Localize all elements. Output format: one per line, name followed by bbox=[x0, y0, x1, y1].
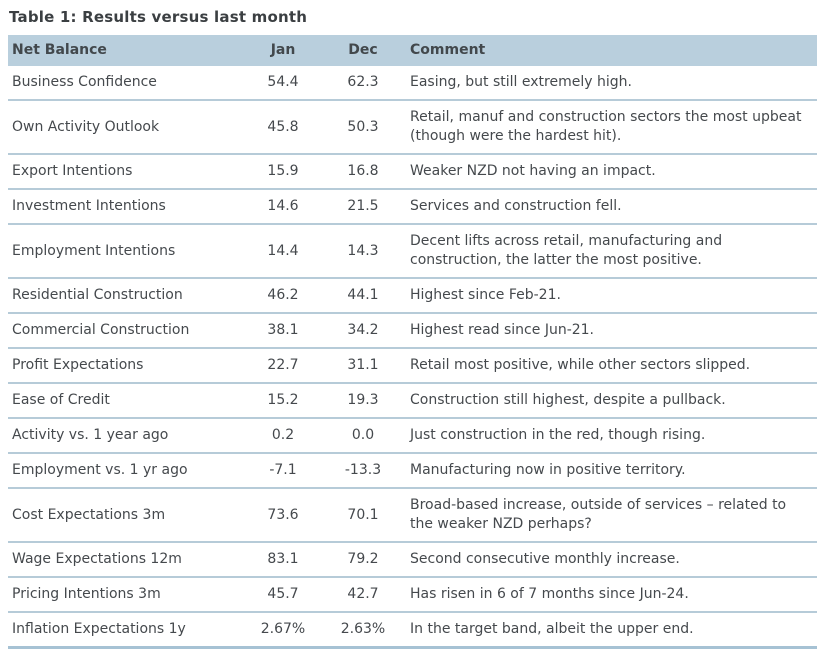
row-indicator-name: Activity vs. 1 year ago bbox=[8, 418, 246, 454]
row-comment: Retail, manuf and construction sectors t… bbox=[406, 100, 817, 155]
row-dec-value: 16.8 bbox=[320, 154, 406, 190]
row-dec-value: 19.3 bbox=[320, 383, 406, 419]
row-comment: Highest read since Jun-21. bbox=[406, 313, 817, 349]
table-row: Activity vs. 1 year ago 0.2 0.0 Just con… bbox=[8, 418, 817, 454]
col-header-dec: Dec bbox=[320, 35, 406, 66]
table-row: Profit Expectations 22.7 31.1 Retail mos… bbox=[8, 348, 817, 384]
row-indicator-name: Ease of Credit bbox=[8, 383, 246, 419]
col-header-jan: Jan bbox=[246, 35, 320, 66]
row-dec-value: 2.63% bbox=[320, 612, 406, 649]
table-body: Business Confidence 54.4 62.3 Easing, bu… bbox=[8, 66, 817, 649]
table-row: Export Intentions 15.9 16.8 Weaker NZD n… bbox=[8, 154, 817, 190]
row-jan-value: 38.1 bbox=[246, 313, 320, 349]
row-dec-value: -13.3 bbox=[320, 453, 406, 489]
table-row: Investment Intentions 14.6 21.5 Services… bbox=[8, 189, 817, 225]
row-comment: Services and construction fell. bbox=[406, 189, 817, 225]
col-header-net-balance: Net Balance bbox=[8, 35, 246, 66]
table-row: Employment Intentions 14.4 14.3 Decent l… bbox=[8, 224, 817, 279]
row-indicator-name: Business Confidence bbox=[8, 66, 246, 101]
row-comment: In the target band, albeit the upper end… bbox=[406, 612, 817, 649]
table-row: Own Activity Outlook 45.8 50.3 Retail, m… bbox=[8, 100, 817, 155]
row-dec-value: 31.1 bbox=[320, 348, 406, 384]
row-jan-value: 22.7 bbox=[246, 348, 320, 384]
row-jan-value: 0.2 bbox=[246, 418, 320, 454]
row-jan-value: 15.9 bbox=[246, 154, 320, 190]
row-indicator-name: Inflation Expectations 1y bbox=[8, 612, 246, 649]
row-comment: Retail most positive, while other sector… bbox=[406, 348, 817, 384]
table-title: Table 1: Results versus last month bbox=[9, 8, 308, 26]
row-dec-value: 0.0 bbox=[320, 418, 406, 454]
row-indicator-name: Employment Intentions bbox=[8, 224, 246, 279]
row-indicator-name: Own Activity Outlook bbox=[8, 100, 246, 155]
row-comment: Just construction in the red, though ris… bbox=[406, 418, 817, 454]
row-indicator-name: Pricing Intentions 3m bbox=[8, 577, 246, 613]
row-comment: Second consecutive monthly increase. bbox=[406, 542, 817, 578]
row-indicator-name: Residential Construction bbox=[8, 278, 246, 314]
table-row: Residential Construction 46.2 44.1 Highe… bbox=[8, 278, 817, 314]
row-indicator-name: Commercial Construction bbox=[8, 313, 246, 349]
row-dec-value: 34.2 bbox=[320, 313, 406, 349]
row-comment: Weaker NZD not having an impact. bbox=[406, 154, 817, 190]
row-indicator-name: Employment vs. 1 yr ago bbox=[8, 453, 246, 489]
table-row: Inflation Expectations 1y 2.67% 2.63% In… bbox=[8, 612, 817, 649]
row-comment: Has risen in 6 of 7 months since Jun-24. bbox=[406, 577, 817, 613]
row-dec-value: 50.3 bbox=[320, 100, 406, 155]
table-row: Cost Expectations 3m 73.6 70.1 Broad-bas… bbox=[8, 488, 817, 543]
row-comment: Decent lifts across retail, manufacturin… bbox=[406, 224, 817, 279]
row-indicator-name: Profit Expectations bbox=[8, 348, 246, 384]
row-dec-value: 42.7 bbox=[320, 577, 406, 613]
table-row: Business Confidence 54.4 62.3 Easing, bu… bbox=[8, 66, 817, 101]
table-row: Ease of Credit 15.2 19.3 Construction st… bbox=[8, 383, 817, 419]
row-jan-value: 2.67% bbox=[246, 612, 320, 649]
row-dec-value: 62.3 bbox=[320, 66, 406, 101]
row-indicator-name: Investment Intentions bbox=[8, 189, 246, 225]
row-dec-value: 21.5 bbox=[320, 189, 406, 225]
table-row: Employment vs. 1 yr ago -7.1 -13.3 Manuf… bbox=[8, 453, 817, 489]
results-table: Net Balance Jan Dec Comment Business Con… bbox=[8, 35, 817, 649]
row-comment: Easing, but still extremely high. bbox=[406, 66, 817, 101]
row-comment: Construction still highest, despite a pu… bbox=[406, 383, 817, 419]
table-row: Wage Expectations 12m 83.1 79.2 Second c… bbox=[8, 542, 817, 578]
row-dec-value: 79.2 bbox=[320, 542, 406, 578]
col-header-comment: Comment bbox=[406, 35, 817, 66]
row-dec-value: 70.1 bbox=[320, 488, 406, 543]
row-comment: Manufacturing now in positive territory. bbox=[406, 453, 817, 489]
row-indicator-name: Export Intentions bbox=[8, 154, 246, 190]
table-row: Commercial Construction 38.1 34.2 Highes… bbox=[8, 313, 817, 349]
table-row: Pricing Intentions 3m 45.7 42.7 Has rise… bbox=[8, 577, 817, 613]
row-jan-value: 54.4 bbox=[246, 66, 320, 101]
row-jan-value: 14.6 bbox=[246, 189, 320, 225]
row-dec-value: 44.1 bbox=[320, 278, 406, 314]
row-jan-value: 73.6 bbox=[246, 488, 320, 543]
row-comment: Broad-based increase, outside of service… bbox=[406, 488, 817, 543]
row-jan-value: 45.8 bbox=[246, 100, 320, 155]
row-jan-value: 14.4 bbox=[246, 224, 320, 279]
row-comment: Highest since Feb-21. bbox=[406, 278, 817, 314]
row-jan-value: -7.1 bbox=[246, 453, 320, 489]
row-indicator-name: Cost Expectations 3m bbox=[8, 488, 246, 543]
row-jan-value: 45.7 bbox=[246, 577, 320, 613]
row-dec-value: 14.3 bbox=[320, 224, 406, 279]
row-jan-value: 46.2 bbox=[246, 278, 320, 314]
row-jan-value: 83.1 bbox=[246, 542, 320, 578]
row-indicator-name: Wage Expectations 12m bbox=[8, 542, 246, 578]
row-jan-value: 15.2 bbox=[246, 383, 320, 419]
header-row: Net Balance Jan Dec Comment bbox=[8, 35, 817, 66]
